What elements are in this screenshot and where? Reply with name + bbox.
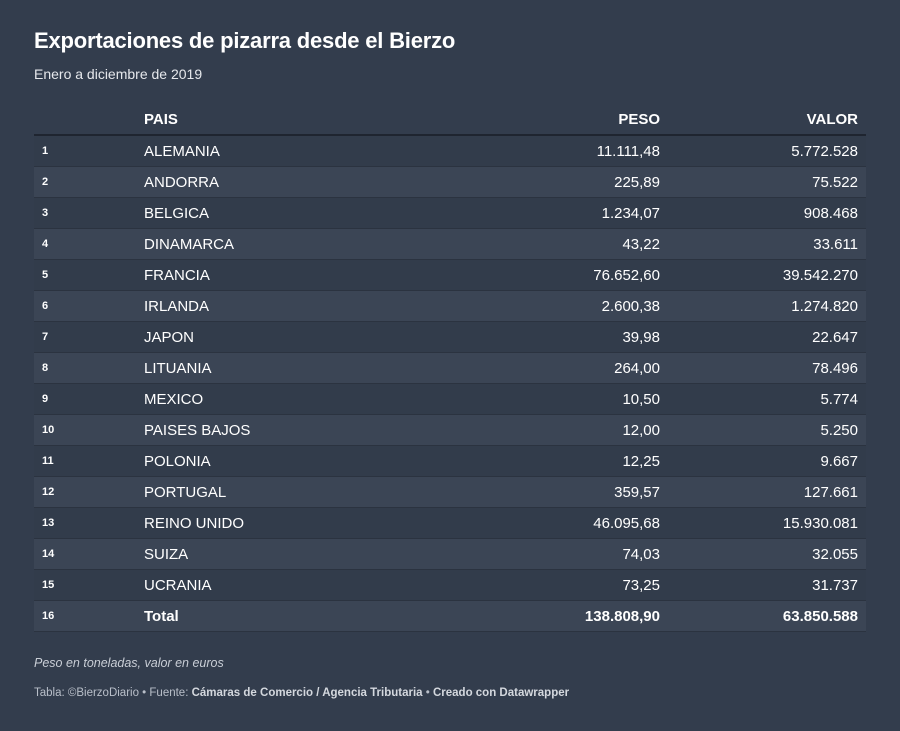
row-index-cell: 2	[34, 166, 136, 198]
row-index-cell: 4	[34, 228, 136, 260]
country-cell: DINAMARCA	[136, 228, 412, 260]
table-row: 5 FRANCIA 76.652,60 39.542.270	[34, 259, 866, 291]
country-cell: MEXICO	[136, 383, 412, 415]
weight-cell: 225,89	[412, 166, 668, 198]
weight-cell: 12,25	[412, 445, 668, 477]
country-cell: JAPON	[136, 321, 412, 353]
row-index-cell: 15	[34, 569, 136, 601]
value-cell: 78.496	[668, 352, 866, 384]
country-cell: PAISES BAJOS	[136, 414, 412, 446]
table-row: 9 MEXICO 10,50 5.774	[34, 383, 866, 415]
table-row: 13 REINO UNIDO 46.095,68 15.930.081	[34, 507, 866, 539]
row-index-cell: 1	[34, 135, 136, 167]
weight-cell: 76.652,60	[412, 259, 668, 291]
table-row: 4 DINAMARCA 43,22 33.611	[34, 228, 866, 260]
country-cell: LITUANIA	[136, 352, 412, 384]
column-header-peso: PESO	[412, 104, 668, 136]
value-cell: 39.542.270	[668, 259, 866, 291]
data-table: PAIS PESO VALOR 1 ALEMANIA 11.111,48 5.772.…	[34, 104, 866, 632]
weight-cell: 43,22	[412, 228, 668, 260]
footer-prefix: Tabla: ©BierzoDiario • Fuente:	[34, 687, 192, 699]
table-row: 3 BELGICA 1.234,07 908.468	[34, 197, 866, 229]
weight-cell: 46.095,68	[412, 507, 668, 539]
country-cell: ANDORRA	[136, 166, 412, 198]
column-header-valor: VALOR	[668, 104, 866, 136]
country-cell: POLONIA	[136, 445, 412, 477]
table-row: 11 POLONIA 12,25 9.667	[34, 445, 866, 477]
row-index-cell: 13	[34, 507, 136, 539]
country-cell: UCRANIA	[136, 569, 412, 601]
country-cell: BELGICA	[136, 197, 412, 229]
row-index-cell: 14	[34, 538, 136, 570]
row-index-cell: 9	[34, 383, 136, 415]
country-cell: REINO UNIDO	[136, 507, 412, 539]
value-cell: 32.055	[668, 538, 866, 570]
table-row: 14 SUIZA 74,03 32.055	[34, 538, 866, 570]
row-index-cell: 11	[34, 445, 136, 477]
country-cell: Total	[136, 600, 412, 632]
table-row: 8 LITUANIA 264,00 78.496	[34, 352, 866, 384]
footer-separator: •	[422, 687, 433, 699]
country-cell: IRLANDA	[136, 290, 412, 322]
row-index-cell: 10	[34, 414, 136, 446]
weight-cell: 12,00	[412, 414, 668, 446]
weight-cell: 264,00	[412, 352, 668, 384]
column-header-pais: PAIS	[136, 104, 412, 136]
value-cell: 5.772.528	[668, 135, 866, 167]
table-row: 2 ANDORRA 225,89 75.522	[34, 166, 866, 198]
country-cell: SUIZA	[136, 538, 412, 570]
value-cell: 1.274.820	[668, 290, 866, 322]
row-index-cell: 12	[34, 476, 136, 508]
value-cell: 31.737	[668, 569, 866, 601]
value-cell: 908.468	[668, 197, 866, 229]
row-index-cell: 7	[34, 321, 136, 353]
weight-cell: 1.234,07	[412, 197, 668, 229]
row-index-cell: 8	[34, 352, 136, 384]
table-total-row: 16 Total 138.808,90 63.850.588	[34, 600, 866, 632]
value-cell: 5.774	[668, 383, 866, 415]
weight-cell: 138.808,90	[412, 600, 668, 632]
value-cell: 9.667	[668, 445, 866, 477]
weight-cell: 359,57	[412, 476, 668, 508]
row-index-cell: 16	[34, 600, 136, 632]
table-row: 6 IRLANDA 2.600,38 1.274.820	[34, 290, 866, 322]
value-cell: 33.611	[668, 228, 866, 260]
weight-cell: 2.600,38	[412, 290, 668, 322]
table-row: 12 PORTUGAL 359,57 127.661	[34, 476, 866, 508]
row-index-cell: 6	[34, 290, 136, 322]
value-cell: 127.661	[668, 476, 866, 508]
table-note: Peso en toneladas, valor en euros	[34, 656, 224, 670]
country-cell: FRANCIA	[136, 259, 412, 291]
weight-cell: 10,50	[412, 383, 668, 415]
table-row: 1 ALEMANIA 11.111,48 5.772.528	[34, 135, 866, 167]
table-row: 7 JAPON 39,98 22.647	[34, 321, 866, 353]
value-cell: 15.930.081	[668, 507, 866, 539]
table-row: 15 UCRANIA 73,25 31.737	[34, 569, 866, 601]
footer-source: Cámaras de Comercio / Agencia Tributaria	[191, 687, 423, 699]
row-index-cell: 3	[34, 197, 136, 229]
value-cell: 63.850.588	[668, 600, 866, 632]
country-cell: PORTUGAL	[136, 476, 412, 508]
value-cell: 22.647	[668, 321, 866, 353]
value-cell: 75.522	[668, 166, 866, 198]
weight-cell: 73,25	[412, 569, 668, 601]
table-row: 10 PAISES BAJOS 12,00 5.250	[34, 414, 866, 446]
row-index-cell: 5	[34, 259, 136, 291]
chart-subtitle: Enero a diciembre de 2019	[34, 66, 203, 82]
value-cell: 5.250	[668, 414, 866, 446]
weight-cell: 39,98	[412, 321, 668, 353]
table-header-row: PAIS PESO VALOR	[34, 104, 866, 136]
footer-credit: Creado con Datawrapper	[432, 687, 570, 699]
country-cell: ALEMANIA	[136, 135, 412, 167]
weight-cell: 11.111,48	[412, 135, 668, 167]
table-body: 1 ALEMANIA 11.111,48 5.772.528 2 ANDORRA 225,8…	[34, 135, 866, 632]
weight-cell: 74,03	[412, 538, 668, 570]
footer: Tabla: ©BierzoDiario • Fuente: Cámaras d…	[34, 687, 569, 699]
column-header-index	[34, 104, 136, 136]
chart-title: Exportaciones de pizarra desde el Bierzo	[34, 28, 456, 53]
